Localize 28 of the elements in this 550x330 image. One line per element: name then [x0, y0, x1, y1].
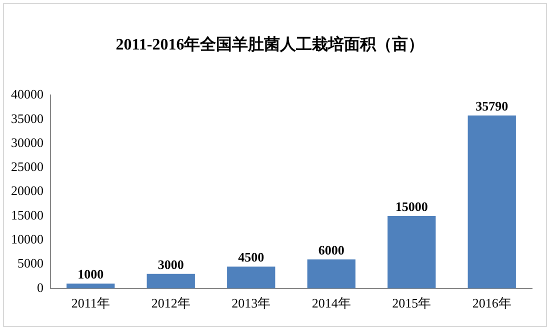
x-tick-label: 2016年: [472, 296, 512, 311]
data-label: 3000: [158, 256, 184, 272]
y-tick-label: 15000: [11, 207, 44, 222]
y-tick-label: 35000: [11, 110, 44, 126]
x-tick-label: 2014年: [312, 296, 351, 311]
x-tick-label: 2013年: [232, 296, 271, 311]
x-tick-label: 2015年: [392, 296, 432, 311]
data-label: 35790: [476, 98, 508, 114]
bar: [468, 116, 516, 288]
bar: [388, 216, 436, 288]
data-label: 4500: [238, 250, 264, 265]
bar: [307, 259, 356, 288]
bar: [146, 274, 195, 288]
y-tick-label: 5000: [18, 256, 44, 271]
y-tick-label: 10000: [11, 232, 44, 247]
x-tick-label: 2011年: [71, 296, 110, 311]
y-tick-label: 30000: [11, 134, 44, 150]
bar: [66, 284, 115, 288]
x-tick-label: 2012年: [151, 296, 190, 311]
y-tick-label: 40000: [11, 86, 44, 102]
data-label: 1000: [78, 266, 104, 282]
data-label: 15000: [395, 198, 428, 214]
bar: [227, 266, 276, 288]
y-tick-label: 25000: [11, 159, 44, 174]
chart-title: 2011-2016年全国羊肚菌人工栽培面积（亩）: [116, 34, 424, 54]
y-tick-label: 0: [37, 280, 44, 295]
y-tick-label: 20000: [11, 183, 44, 198]
data-label: 6000: [318, 242, 344, 258]
